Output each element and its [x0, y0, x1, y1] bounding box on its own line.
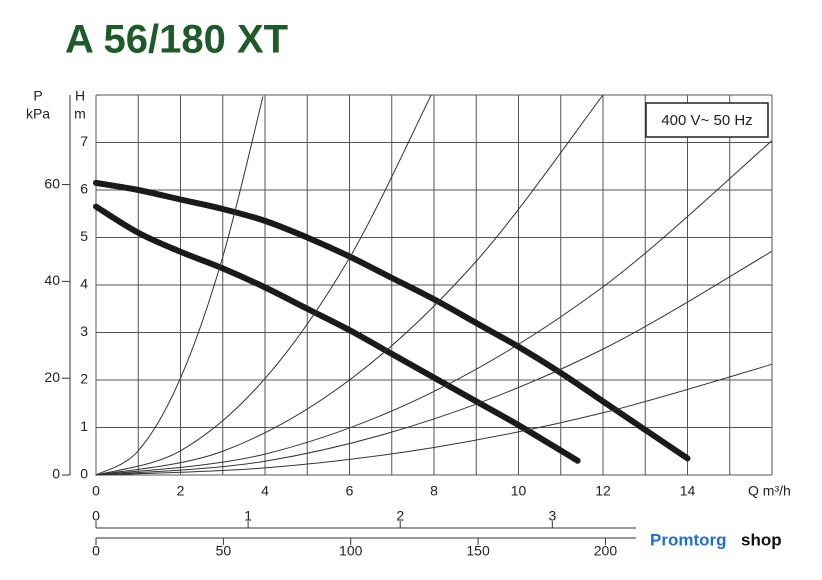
y-tick-label: 0	[80, 466, 88, 482]
curve	[95, 363, 773, 476]
y-axis-label: H	[75, 88, 85, 104]
p-tick-label: 20	[44, 369, 60, 385]
ls_axis-tick-label: 0	[92, 508, 100, 524]
x-tick-label: 8	[430, 483, 438, 499]
x-tick-label: 6	[346, 483, 354, 499]
ls_axis-tick-label: 3	[548, 508, 556, 524]
lmin_axis-tick-label: 0	[92, 543, 100, 559]
p-tick-label: 0	[52, 466, 60, 482]
annotation: 400 V~ 50 Hz	[661, 112, 752, 129]
p-tick-label: 60	[44, 175, 60, 191]
y-tick-label: 6	[80, 181, 88, 197]
p-axis-unit: kPa	[26, 106, 50, 122]
y-tick-label: 2	[80, 371, 88, 387]
curve	[93, 179, 691, 462]
ls_axis-tick-label: 2	[396, 508, 404, 524]
y-tick-label: 4	[80, 276, 88, 292]
lmin_axis-tick-label: 150	[466, 543, 490, 559]
lmin_axis-tick-label: 100	[339, 543, 363, 559]
x-tick-label: 12	[595, 483, 611, 499]
p-axis-label: P	[33, 88, 42, 104]
brand-part1: Promtorg	[650, 530, 727, 549]
chart-title: A 56/180 XT	[65, 18, 288, 62]
y-tick-label: 7	[80, 133, 88, 149]
brand-part2: shop	[741, 530, 782, 549]
y-tick-label: 1	[80, 418, 88, 434]
x-tick-label: 14	[680, 483, 696, 499]
ls_axis-tick-label: 1	[244, 508, 252, 524]
y-tick-label: 3	[80, 323, 88, 339]
y-axis-unit: m	[74, 106, 86, 122]
x-tick-label: 10	[511, 483, 527, 499]
curve	[95, 95, 604, 476]
lmin_axis-tick-label: 200	[594, 543, 618, 559]
y-tick-label: 5	[80, 228, 88, 244]
lmin_axis-tick-label: 50	[216, 543, 232, 559]
curve	[95, 95, 432, 476]
annotation-box	[645, 102, 769, 138]
curve	[95, 250, 773, 476]
x-tick-label: 0	[92, 483, 100, 499]
curve	[93, 203, 581, 464]
curve	[95, 96, 264, 476]
p-tick-label: 40	[44, 272, 60, 288]
x-tick-label: 2	[177, 483, 185, 499]
x-axis-label: Q m³/h	[748, 483, 791, 499]
x-tick-label: 4	[261, 483, 269, 499]
curve	[95, 140, 773, 476]
